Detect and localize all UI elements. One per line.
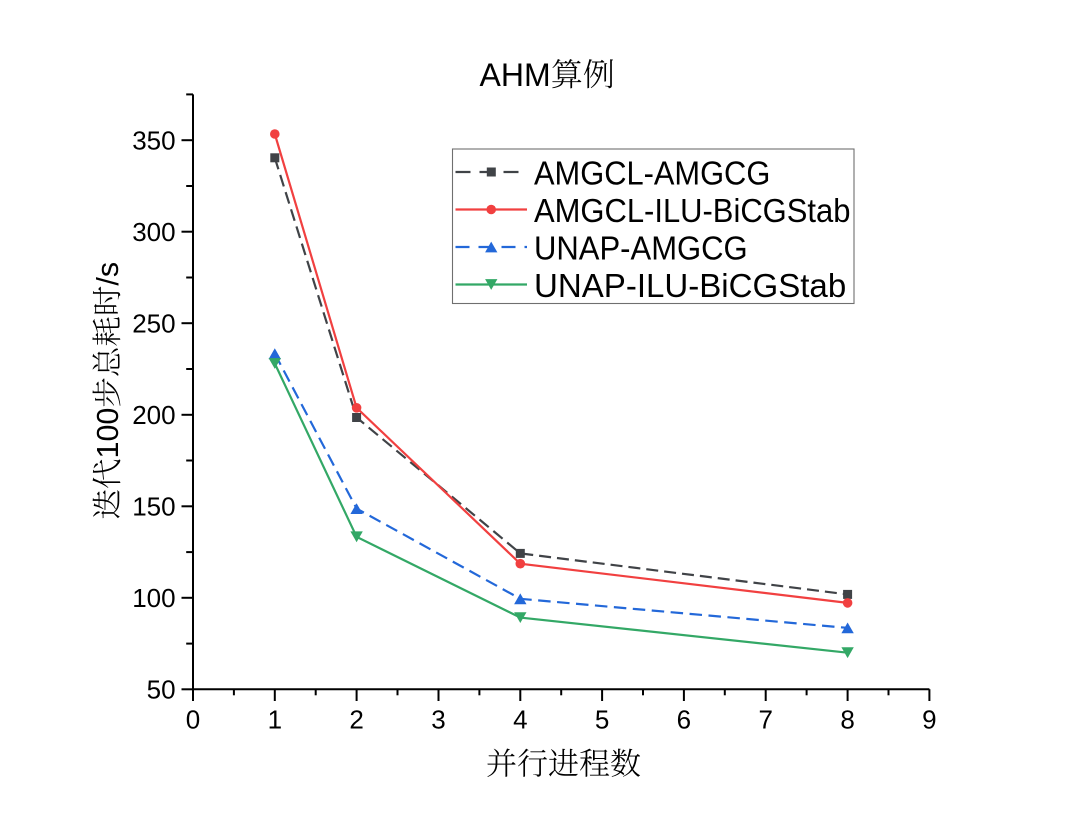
svg-text:UNAP-ILU-BiCGStab: UNAP-ILU-BiCGStab bbox=[534, 268, 846, 305]
svg-text:AMGCL-ILU-BiCGStab: AMGCL-ILU-BiCGStab bbox=[534, 193, 850, 230]
svg-text:350: 350 bbox=[132, 126, 175, 156]
svg-text:200: 200 bbox=[132, 400, 175, 430]
svg-text:UNAP-AMGCG: UNAP-AMGCG bbox=[534, 231, 748, 268]
svg-text:AMGCL-AMGCG: AMGCL-AMGCG bbox=[534, 156, 770, 193]
svg-text:250: 250 bbox=[132, 309, 175, 339]
svg-text:AHM: AHM bbox=[480, 57, 551, 93]
svg-text:300: 300 bbox=[132, 217, 175, 247]
svg-text:2: 2 bbox=[349, 705, 363, 735]
svg-text:8: 8 bbox=[840, 705, 854, 735]
svg-text:3: 3 bbox=[431, 705, 445, 735]
svg-text:1: 1 bbox=[268, 705, 282, 735]
svg-text:100: 100 bbox=[132, 583, 175, 613]
svg-text:/s: /s bbox=[91, 262, 125, 286]
svg-text:150: 150 bbox=[132, 492, 175, 522]
svg-text:7: 7 bbox=[758, 705, 772, 735]
svg-text:4: 4 bbox=[513, 705, 527, 735]
svg-text:100: 100 bbox=[91, 408, 125, 459]
svg-text:6: 6 bbox=[677, 705, 691, 735]
svg-text:9: 9 bbox=[922, 705, 936, 735]
svg-text:50: 50 bbox=[147, 675, 176, 705]
svg-text:5: 5 bbox=[595, 705, 609, 735]
svg-text:0: 0 bbox=[186, 705, 200, 735]
